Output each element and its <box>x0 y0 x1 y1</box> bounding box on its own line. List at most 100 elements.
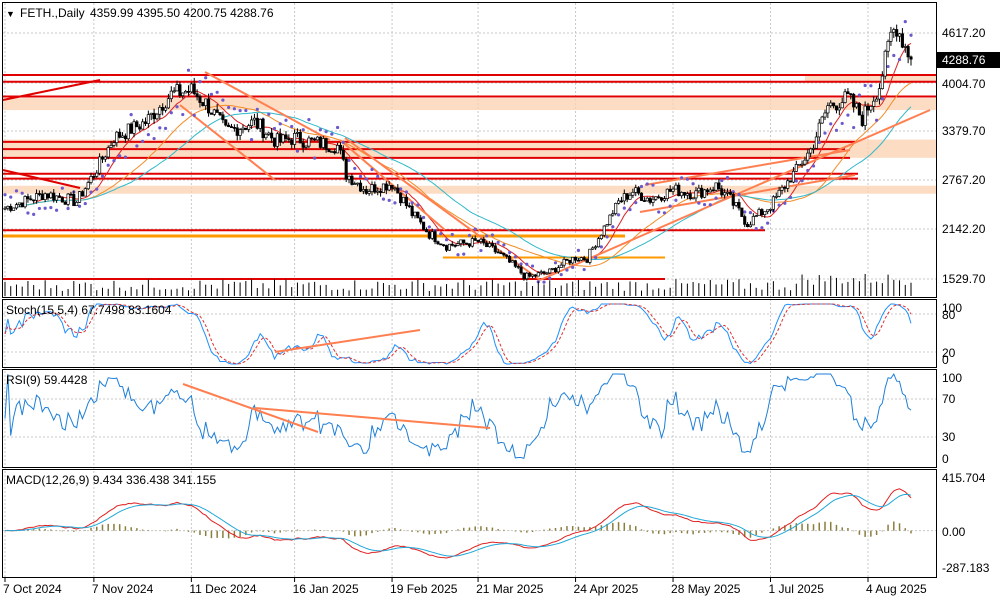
candle-body <box>77 191 82 203</box>
candle-body <box>774 195 778 198</box>
candle-body <box>272 137 277 147</box>
rsi-panel[interactable] <box>3 372 936 460</box>
candle-body <box>23 196 27 208</box>
volume-bars <box>4 274 912 296</box>
candle-body <box>393 187 397 190</box>
psar-dot <box>456 253 460 257</box>
trend-line <box>639 174 856 213</box>
candle-body <box>780 186 784 191</box>
psar-dot <box>622 206 626 210</box>
psar-dot <box>175 105 179 109</box>
psar-dot <box>496 240 500 244</box>
psar-dot <box>358 174 363 179</box>
candle-body <box>57 195 62 198</box>
candle-body <box>760 209 764 215</box>
candle-body <box>453 245 457 247</box>
psar-dot <box>244 108 248 113</box>
candle-body <box>3 207 7 210</box>
candle-body <box>384 183 388 191</box>
rsi-panel-border <box>2 369 937 468</box>
candle-body <box>419 217 423 223</box>
candle-body <box>617 200 621 204</box>
psar-dot <box>542 280 546 284</box>
candle-body <box>777 189 781 197</box>
candle-body <box>255 117 259 129</box>
candle-body <box>711 189 715 192</box>
psar-dot <box>313 156 317 160</box>
candle-body <box>594 246 598 249</box>
triangle-down-icon[interactable]: ▼ <box>6 9 15 19</box>
macd-signal-line <box>5 493 912 557</box>
candle-body <box>740 207 744 217</box>
candle-body <box>866 105 870 111</box>
candle-body <box>869 106 873 111</box>
psar-dot <box>479 248 483 253</box>
candle-body <box>436 241 440 245</box>
candle-body <box>614 202 618 214</box>
psar-dot <box>393 201 397 205</box>
price-panel[interactable] <box>2 20 936 296</box>
candle-body <box>376 190 380 193</box>
psar-dot <box>387 198 391 202</box>
current-price-label: 4288.76 <box>942 53 986 67</box>
psar-dot <box>777 203 781 207</box>
candle-body <box>737 202 741 209</box>
candle-body <box>390 184 394 189</box>
candle-body <box>852 94 856 108</box>
psar-dot <box>307 118 311 122</box>
candle-body <box>685 193 689 196</box>
time-label: 7 Nov 2024 <box>92 582 154 596</box>
candle-body <box>422 221 426 230</box>
psar-dot <box>416 203 420 207</box>
horizontal-levels <box>3 74 936 280</box>
candle-body <box>186 91 191 93</box>
psar-dot <box>875 118 879 122</box>
candle-body <box>333 151 337 154</box>
candle-body <box>353 183 357 185</box>
candle-body <box>141 121 145 130</box>
rsi-tick: 0 <box>942 452 949 466</box>
psar-dot <box>278 122 282 126</box>
psar-dot <box>657 210 661 214</box>
price-axis: 4617.20 4288.76 4004.70 3379.70 2767.20 … <box>937 26 1000 286</box>
candle-body <box>63 201 67 205</box>
psar-dot <box>662 211 667 215</box>
macd-tick: 0.00 <box>942 525 966 539</box>
candle-body <box>330 151 334 153</box>
stoch-panel[interactable] <box>3 303 936 365</box>
price-tick: 2142.20 <box>942 222 986 236</box>
psar-dot <box>100 174 105 178</box>
psar-dot <box>645 182 649 186</box>
time-label: 16 Jan 2025 <box>293 582 359 596</box>
rsi-axis: 100 70 30 0 <box>942 371 962 466</box>
candle-body <box>215 109 219 113</box>
candle-body <box>783 186 787 189</box>
psar-dot <box>295 149 300 153</box>
price-tick: 1529.70 <box>942 272 986 286</box>
psar-dot <box>83 201 87 206</box>
psar-dot <box>450 232 454 237</box>
candle-body <box>525 272 529 280</box>
candle-body <box>235 127 239 136</box>
psar-dot <box>748 210 753 215</box>
candle-body <box>476 240 480 242</box>
candle-body <box>224 119 228 126</box>
psar-dot <box>232 107 236 111</box>
psar-dot <box>404 190 408 194</box>
candle-body <box>169 90 173 100</box>
psar-dot <box>267 112 271 116</box>
time-axis: 7 Oct 2024 7 Nov 2024 11 Dec 2024 16 Jan 20… <box>3 577 927 596</box>
candle-body <box>267 132 271 135</box>
candle-body <box>321 138 325 148</box>
candle-body <box>708 189 712 193</box>
time-label: 28 May 2025 <box>671 582 741 596</box>
candle-body <box>832 102 836 107</box>
candle-body <box>734 202 738 206</box>
macd-panel[interactable] <box>3 488 936 559</box>
candle-body <box>880 75 884 90</box>
trend-line <box>204 71 331 141</box>
candle-body <box>528 272 532 277</box>
psar-dot <box>32 212 36 216</box>
candle-body <box>897 33 902 37</box>
